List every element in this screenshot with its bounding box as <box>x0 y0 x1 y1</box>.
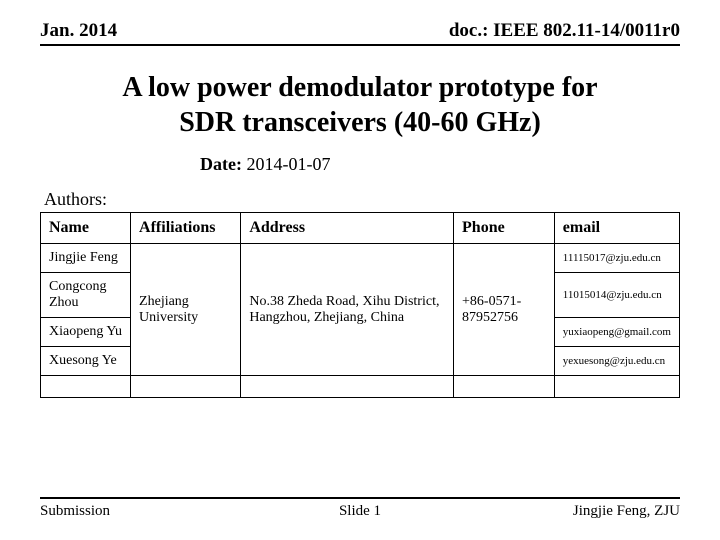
cell-affiliation: Zhejiang University <box>131 244 241 376</box>
col-email: email <box>554 213 679 244</box>
cell-address: No.38 Zheda Road, Xihu District, Hangzho… <box>241 244 454 376</box>
footer-center: Slide 1 <box>339 503 381 520</box>
title-line-1: A low power demodulator prototype for <box>40 70 680 105</box>
footer-right: Jingjie Feng, ZJU <box>573 503 680 520</box>
cell-empty <box>131 376 241 398</box>
page-title: A low power demodulator prototype for SD… <box>40 70 680 140</box>
cell-empty <box>241 376 454 398</box>
cell-phone: +86-0571-87952756 <box>454 244 555 376</box>
table-row-empty <box>41 376 680 398</box>
cell-empty <box>454 376 555 398</box>
header-doc-id: doc.: IEEE 802.11-14/0011r0 <box>449 20 680 42</box>
header-date: Jan. 2014 <box>40 20 117 42</box>
cell-name: Xuesong Ye <box>41 347 131 376</box>
cell-name: Congcong Zhou <box>41 273 131 318</box>
cell-email: yexuesong@zju.edu.cn <box>554 347 679 376</box>
table-row: Jingjie Feng Zhejiang University No.38 Z… <box>41 244 680 273</box>
col-phone: Phone <box>454 213 555 244</box>
header-bar: Jan. 2014 doc.: IEEE 802.11-14/0011r0 <box>40 20 680 46</box>
date-line: Date: 2014-01-07 <box>200 154 680 175</box>
authors-table: Name Affiliations Address Phone email Ji… <box>40 212 680 398</box>
table-header-row: Name Affiliations Address Phone email <box>41 213 680 244</box>
date-value: 2014-01-07 <box>242 154 331 174</box>
col-affiliations: Affiliations <box>131 213 241 244</box>
date-label: Date: <box>200 154 242 174</box>
cell-email: 11115017@zju.edu.cn <box>554 244 679 273</box>
authors-label: Authors: <box>44 189 680 210</box>
cell-email: 11015014@zju.edu.cn <box>554 273 679 318</box>
cell-name: Xiaopeng Yu <box>41 318 131 347</box>
footer-left: Submission <box>40 503 110 520</box>
col-address: Address <box>241 213 454 244</box>
cell-email: yuxiaopeng@gmail.com <box>554 318 679 347</box>
title-line-2: SDR transceivers (40-60 GHz) <box>40 105 680 140</box>
cell-empty <box>41 376 131 398</box>
cell-empty <box>554 376 679 398</box>
cell-name: Jingjie Feng <box>41 244 131 273</box>
col-name: Name <box>41 213 131 244</box>
footer-bar: Submission Slide 1 Jingjie Feng, ZJU <box>40 497 680 520</box>
